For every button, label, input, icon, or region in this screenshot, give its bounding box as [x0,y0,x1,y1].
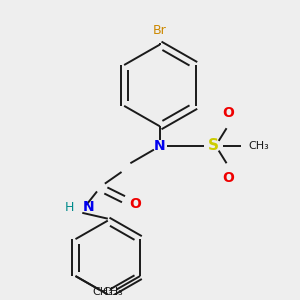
Text: CH₃: CH₃ [102,286,123,297]
Text: O: O [129,197,141,211]
Text: Br: Br [153,24,167,37]
Text: O: O [223,171,235,185]
Text: N: N [82,200,94,214]
Text: H: H [65,200,74,214]
Text: N: N [154,139,166,153]
Text: CH₃: CH₃ [248,141,269,151]
Text: S: S [208,138,219,153]
Text: O: O [223,106,235,121]
Text: CH₃: CH₃ [93,286,113,297]
